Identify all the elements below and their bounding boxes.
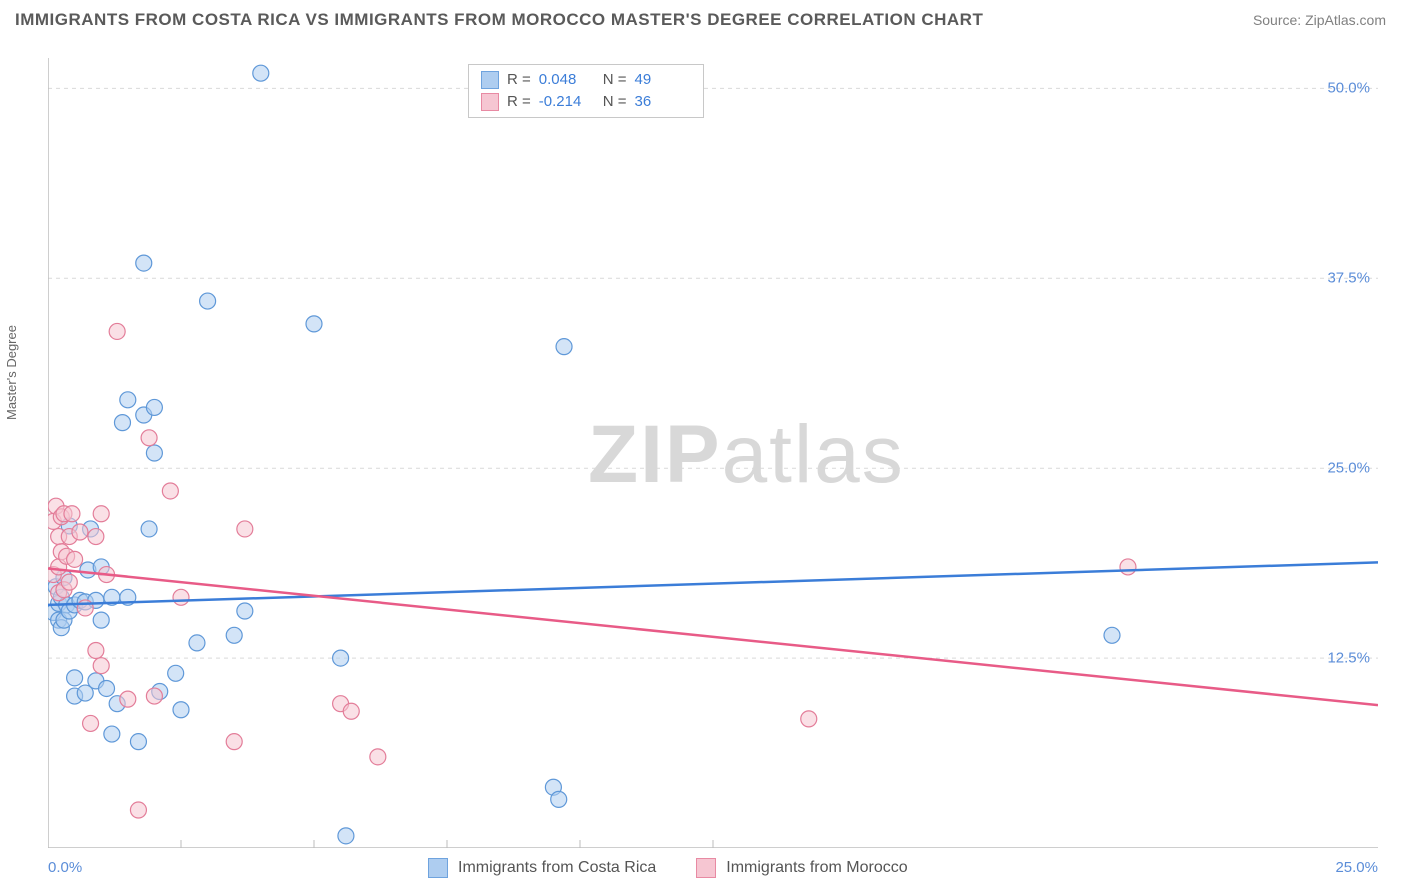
- n-label: N =: [603, 91, 627, 113]
- legend-stats: R = 0.048 N = 49 R = -0.214 N = 36: [468, 64, 704, 118]
- legend-series-label: Immigrants from Morocco: [726, 859, 907, 877]
- legend-swatch: [481, 93, 499, 111]
- legend-stat-row: R = 0.048 N = 49: [481, 69, 691, 91]
- y-tick-label: 25.0%: [1327, 460, 1370, 477]
- r-value: 0.048: [539, 69, 595, 91]
- y-tick-label: 37.5%: [1327, 270, 1370, 287]
- x-tick-label: 25.0%: [1335, 859, 1378, 876]
- r-label: R =: [507, 69, 531, 91]
- legend-stat-row: R = -0.214 N = 36: [481, 91, 691, 113]
- chart-title: IMMIGRANTS FROM COSTA RICA VS IMMIGRANTS…: [15, 10, 983, 30]
- legend-swatch: [428, 858, 448, 878]
- scatter-plot: [48, 58, 1378, 848]
- n-value: 36: [635, 91, 691, 113]
- x-tick-label: 0.0%: [48, 859, 82, 876]
- n-label: N =: [603, 69, 627, 91]
- r-value: -0.214: [539, 91, 595, 113]
- legend-swatch: [481, 71, 499, 89]
- legend-series: Immigrants from Costa Rica Immigrants fro…: [428, 858, 938, 878]
- source-label: Source: ZipAtlas.com: [1253, 12, 1386, 28]
- y-tick-label: 12.5%: [1327, 650, 1370, 667]
- legend-series-label: Immigrants from Costa Rica: [458, 859, 656, 877]
- y-axis-label: Master's Degree: [4, 325, 19, 420]
- legend-swatch: [696, 858, 716, 878]
- n-value: 49: [635, 69, 691, 91]
- y-tick-label: 50.0%: [1327, 80, 1370, 97]
- r-label: R =: [507, 91, 531, 113]
- chart-area: ZIPatlas R =0.048N =49R =-0.214N =36 12.…: [48, 58, 1378, 848]
